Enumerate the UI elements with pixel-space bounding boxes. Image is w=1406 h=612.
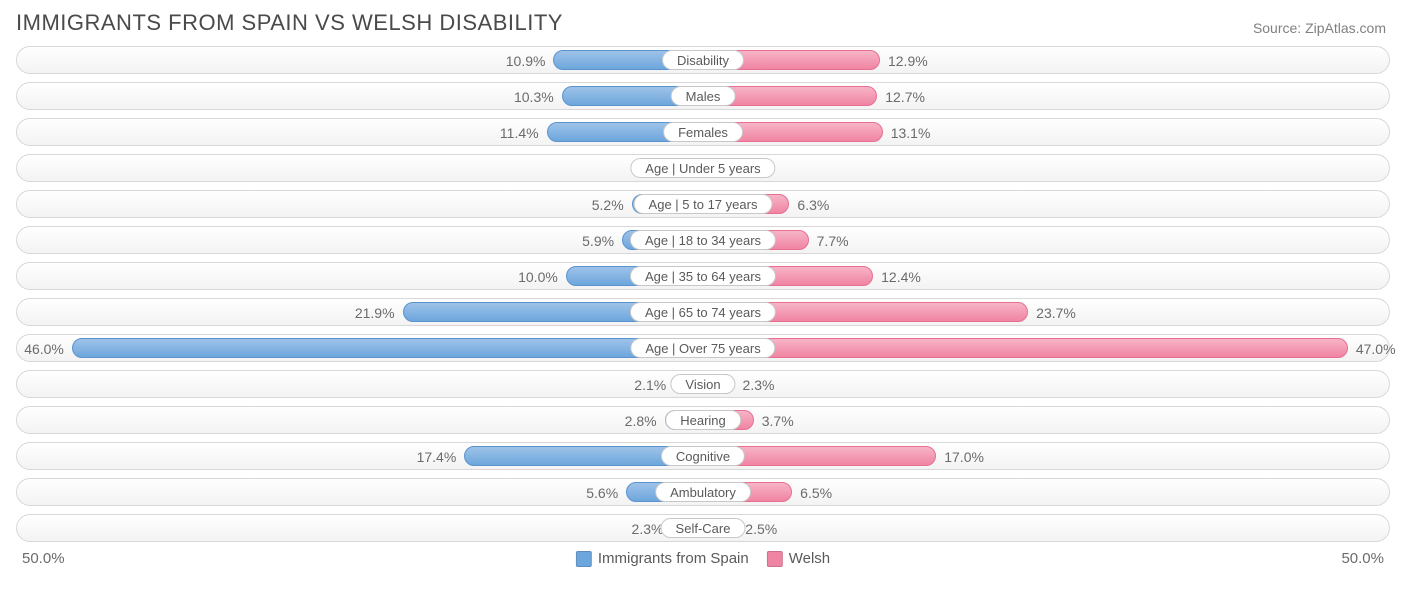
chart-header: IMMIGRANTS FROM SPAIN VS WELSH DISABILIT… [0,0,1406,44]
category-label: Hearing [665,410,741,430]
chart-row: 10.3% 12.7% Males [16,82,1390,110]
legend-label-right: Welsh [789,550,830,567]
category-label: Males [671,86,736,106]
value-label-right: 3.7% [762,407,794,435]
category-label: Age | 65 to 74 years [630,302,776,322]
chart-row: 2.8% 3.7% Hearing [16,406,1390,434]
value-label-left: 46.0% [24,335,64,363]
axis-label-left: 50.0% [22,550,65,567]
chart-row: 46.0%47.0%Age | Over 75 years [16,334,1390,362]
category-label: Age | Over 75 years [630,338,775,358]
value-label-right: 6.5% [800,479,832,507]
category-label: Cognitive [661,446,745,466]
category-label: Age | 18 to 34 years [630,230,776,250]
value-label-left: 5.9% [582,227,614,255]
chart-row: 11.4% 13.1% Females [16,118,1390,146]
value-label-right: 6.3% [797,191,829,219]
value-label-left: 5.2% [592,191,624,219]
chart-container: IMMIGRANTS FROM SPAIN VS WELSH DISABILIT… [0,0,1406,612]
chart-footer: 50.0% Immigrants from Spain Welsh 50.0% [0,550,1406,574]
value-label-left: 2.8% [625,407,657,435]
chart-row: 21.9% 23.7% Age | 65 to 74 years [16,298,1390,326]
category-label: Ambulatory [655,482,751,502]
value-label-right: 17.0% [944,443,984,471]
chart-row: 10.0% 12.4% Age | 35 to 64 years [16,262,1390,290]
category-label: Vision [670,374,735,394]
value-label-left: 11.4% [500,119,539,147]
chart-row: 1.2%1.6%Age | Under 5 years [16,154,1390,182]
legend-item-left: Immigrants from Spain [576,550,749,567]
value-label-left: 10.0% [518,263,558,291]
value-label-left: 10.3% [514,83,554,111]
bar-right [703,338,1348,358]
category-label: Females [663,122,743,142]
category-label: Disability [662,50,744,70]
chart-row: 2.1% 2.3% Vision [16,370,1390,398]
chart-source: Source: ZipAtlas.com [1253,20,1386,36]
value-label-left: 10.9% [506,47,546,75]
legend-swatch-right [767,551,783,567]
chart-row: 5.9% 7.7% Age | 18 to 34 years [16,226,1390,254]
category-label: Age | 35 to 64 years [630,266,776,286]
chart-row: 5.6% 6.5% Ambulatory [16,478,1390,506]
category-label: Age | Under 5 years [630,158,775,178]
value-label-left: 5.6% [586,479,618,507]
value-label-right: 2.3% [743,371,775,399]
chart-area: 10.9% 12.9% Disability 10.3% 12.7% Males 11.4%… [0,44,1406,542]
chart-title: IMMIGRANTS FROM SPAIN VS WELSH DISABILIT… [16,10,563,36]
chart-row: 10.9% 12.9% Disability [16,46,1390,74]
category-label: Self-Care [661,518,746,538]
chart-row: 2.3% 2.5%Self-Care [16,514,1390,542]
chart-row: 5.2% 6.3% Age | 5 to 17 years [16,190,1390,218]
chart-row: 17.4% 17.0% Cognitive [16,442,1390,470]
value-label-left: 17.4% [417,443,457,471]
legend-item-right: Welsh [767,550,830,567]
legend-label-left: Immigrants from Spain [598,550,749,567]
value-label-right: 2.5% [745,515,777,543]
bar-left [72,338,703,358]
value-label-right: 12.4% [881,263,921,291]
value-label-right: 47.0% [1356,335,1396,363]
value-label-right: 23.7% [1036,299,1076,327]
value-label-left: 2.3% [632,515,664,543]
value-label-right: 13.1% [891,119,931,147]
category-label: Age | 5 to 17 years [634,194,773,214]
chart-legend: Immigrants from Spain Welsh [576,550,830,567]
value-label-left: 2.1% [634,371,666,399]
value-label-left: 21.9% [355,299,395,327]
value-label-right: 12.7% [885,83,925,111]
value-label-right: 7.7% [817,227,849,255]
axis-label-right: 50.0% [1341,550,1384,567]
value-label-right: 12.9% [888,47,928,75]
legend-swatch-left [576,551,592,567]
